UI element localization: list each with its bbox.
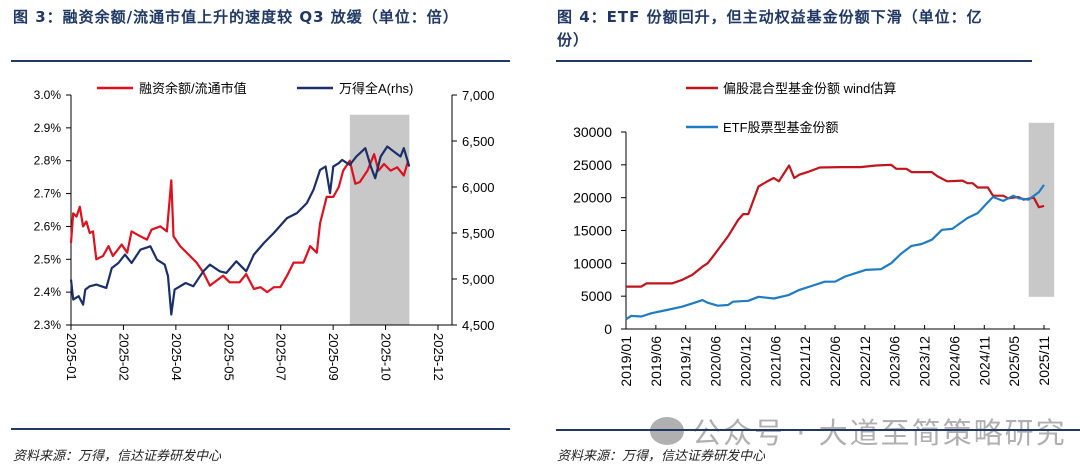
x-tick-label: 2025-12	[431, 333, 446, 381]
y2-tick-label: 4,500	[462, 318, 495, 333]
x-tick-label: 2019/06	[648, 336, 664, 387]
y-tick-label: 3.0%	[34, 88, 62, 102]
x-tick-label: 2025-02	[116, 333, 131, 381]
x-tick-label: 2025-10	[379, 333, 394, 381]
x-tick-label: 2025-04	[169, 333, 184, 381]
x-tick-label: 2025-07	[274, 333, 289, 381]
left-source-note: 资料来源：万得，信达证券研发中心	[13, 449, 222, 464]
x-tick-label: 2024/06	[946, 336, 962, 387]
right-source-note: 资料来源：万得，信达证券研发中心	[557, 449, 766, 464]
wechat-icon	[650, 417, 684, 445]
right-chart-title-line1: 图 4：ETF 份额回升，但主动权益基金份额下滑（单位：亿	[557, 8, 983, 26]
right-chart-title-line2: 份）	[557, 31, 590, 49]
x-tick-label: 2023/12	[917, 336, 933, 387]
y2-tick-label: 7,000	[462, 88, 495, 103]
y-tick-label: 5000	[581, 288, 612, 304]
left-title-rule	[11, 60, 510, 62]
y2-tick-label: 5,500	[462, 226, 495, 241]
watermark: 公众号 · 大道至简策略研究	[650, 410, 1067, 452]
x-tick-label: 2025/05	[1006, 336, 1022, 387]
y-tick-label: 10000	[573, 255, 612, 271]
x-tick-label: 2025-09	[326, 333, 341, 381]
y-tick-label: 2.3%	[34, 318, 62, 332]
y-tick-label: 2.9%	[34, 121, 62, 135]
x-tick-label: 2020/06	[708, 336, 724, 387]
y-tick-label: 20000	[573, 190, 612, 206]
y-tick-label: 2.7%	[34, 187, 62, 201]
y-tick-label: 2.8%	[34, 154, 62, 168]
x-tick-label: 2019/01	[618, 336, 634, 387]
series-line-2	[69, 145, 411, 316]
x-tick-label: 2025-01	[64, 333, 79, 381]
shaded-region	[349, 114, 410, 325]
y2-tick-label: 6,500	[462, 134, 495, 149]
y-tick-label: 2.5%	[34, 252, 62, 266]
x-tick-label: 2022/06	[827, 336, 843, 387]
y-tick-label: 15000	[573, 223, 612, 239]
series-line-2	[625, 184, 1045, 321]
left-chart-title: 图 3：融资余额/流通市值上升的速度较 Q3 放缓（单位：倍）	[13, 8, 459, 26]
y-tick-label: 30000	[573, 124, 612, 140]
legend-label: 万得全A(rhs)	[339, 81, 413, 96]
legend-label: 融资余额/流通市值	[139, 81, 247, 96]
shaded-region	[1028, 122, 1055, 297]
legend-label: ETF股票型基金份额	[723, 120, 839, 135]
y-tick-label: 25000	[573, 157, 612, 173]
x-tick-label: 2019/12	[678, 336, 694, 387]
y-tick-label: 2.4%	[34, 285, 62, 299]
x-tick-label: 2022/12	[857, 336, 873, 387]
y2-tick-label: 6,000	[462, 180, 495, 195]
right-title-rule	[556, 60, 1032, 62]
x-tick-label: 2024/11	[976, 336, 992, 386]
left-bottom-rule	[11, 428, 510, 430]
series-line-1	[626, 163, 1045, 288]
x-tick-label: 2023/06	[887, 336, 903, 387]
series-line-1	[69, 153, 410, 294]
y-tick-label: 0	[604, 321, 612, 337]
x-tick-label: 2025/11	[1036, 336, 1052, 386]
watermark-text: 公众号 · 大道至简策略研究	[692, 416, 1067, 450]
x-tick-label: 2020/12	[737, 336, 753, 387]
y-tick-label: 2.6%	[34, 219, 62, 233]
x-tick-label: 2021/06	[767, 336, 783, 387]
legend-label: 偏股混合型基金份额 wind估算	[723, 81, 896, 96]
y2-tick-label: 5,000	[462, 272, 495, 287]
x-tick-label: 2021/12	[797, 336, 813, 387]
x-tick-label: 2025-05	[221, 333, 236, 381]
right-bottom-rule	[556, 429, 1080, 431]
